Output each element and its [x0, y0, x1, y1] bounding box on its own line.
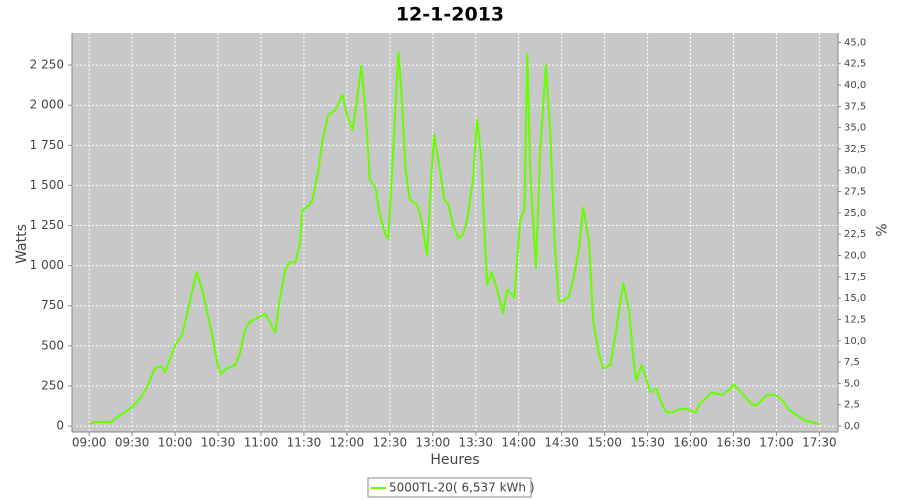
x-axis-label: Heures: [430, 452, 479, 468]
x-tick-label: 17:00: [759, 436, 794, 450]
x-tick-label: 16:30: [716, 436, 751, 450]
y2-axis-label: %: [872, 223, 888, 236]
y2-tick-label: 22,5: [844, 229, 866, 240]
x-tick-label: 09:00: [72, 436, 107, 450]
y-tick-label: 2 250: [30, 58, 64, 72]
x-tick-label: 12:30: [373, 436, 408, 450]
x-tick-label: 09:30: [115, 436, 150, 450]
x-tick-label: 11:00: [244, 436, 279, 450]
plot-area: [72, 33, 838, 432]
y2-tick-label: 15,0: [844, 293, 866, 304]
y-axis-label: Watts: [14, 224, 30, 264]
y2-tick-label: 45,0: [844, 37, 866, 48]
x-tick-label: 10:30: [201, 436, 236, 450]
y2-tick-label: 42,5: [844, 59, 866, 70]
x-tick-label: 17:30: [802, 436, 837, 450]
data-line: [88, 51, 820, 426]
y2-tick-label: 7,5: [844, 357, 860, 368]
y2-tick-label: 27,5: [844, 187, 866, 198]
y2-tick-label: 40,0: [844, 80, 866, 91]
x-tick-label: 13:30: [458, 436, 493, 450]
x-tick-label: 13:00: [416, 436, 451, 450]
y2-tick-label: 20,0: [844, 251, 866, 262]
y2-tick-label: 2,5: [844, 400, 860, 411]
y-tick-label: 1 500: [30, 178, 64, 192]
x-tick-label: 14:30: [544, 436, 579, 450]
y-tick-label: 0: [56, 419, 64, 433]
x-tick-label: 12:00: [330, 436, 365, 450]
y-tick-label: 750: [41, 298, 64, 312]
y2-tick-label: 30,0: [844, 165, 866, 176]
y2-tick-label: 12,5: [844, 314, 866, 325]
y-tick-label: 250: [41, 378, 64, 392]
x-tick-label: 11:30: [287, 436, 322, 450]
legend-label: 5000TL-20( 6,537 kWh ): [389, 481, 535, 495]
y2-tick-label: 25,0: [844, 208, 866, 219]
y-tick-label: 1 250: [30, 218, 64, 232]
chart-title: 12-1-2013: [396, 4, 504, 26]
y2-tick-label: 35,0: [844, 123, 866, 134]
y2-tick-label: 37,5: [844, 101, 866, 112]
y-tick-label: 500: [41, 338, 64, 352]
x-tick-label: 16:00: [673, 436, 708, 450]
x-tick-label: 14:00: [501, 436, 536, 450]
x-tick-label: 15:00: [587, 436, 622, 450]
y2-tick-label: 0,0: [844, 421, 860, 432]
x-tick-label: 15:30: [630, 436, 665, 450]
y2-tick-label: 10,0: [844, 336, 866, 347]
y-tick-label: 1 750: [30, 138, 64, 152]
y2-tick-label: 32,5: [844, 144, 866, 155]
legend-box: [367, 477, 532, 498]
y-tick-label: 1 000: [30, 258, 64, 272]
y-tick-label: 2 000: [30, 98, 64, 112]
x-tick-label: 10:00: [158, 436, 193, 450]
y2-tick-label: 17,5: [844, 272, 866, 283]
y2-tick-label: 5,0: [844, 378, 860, 389]
